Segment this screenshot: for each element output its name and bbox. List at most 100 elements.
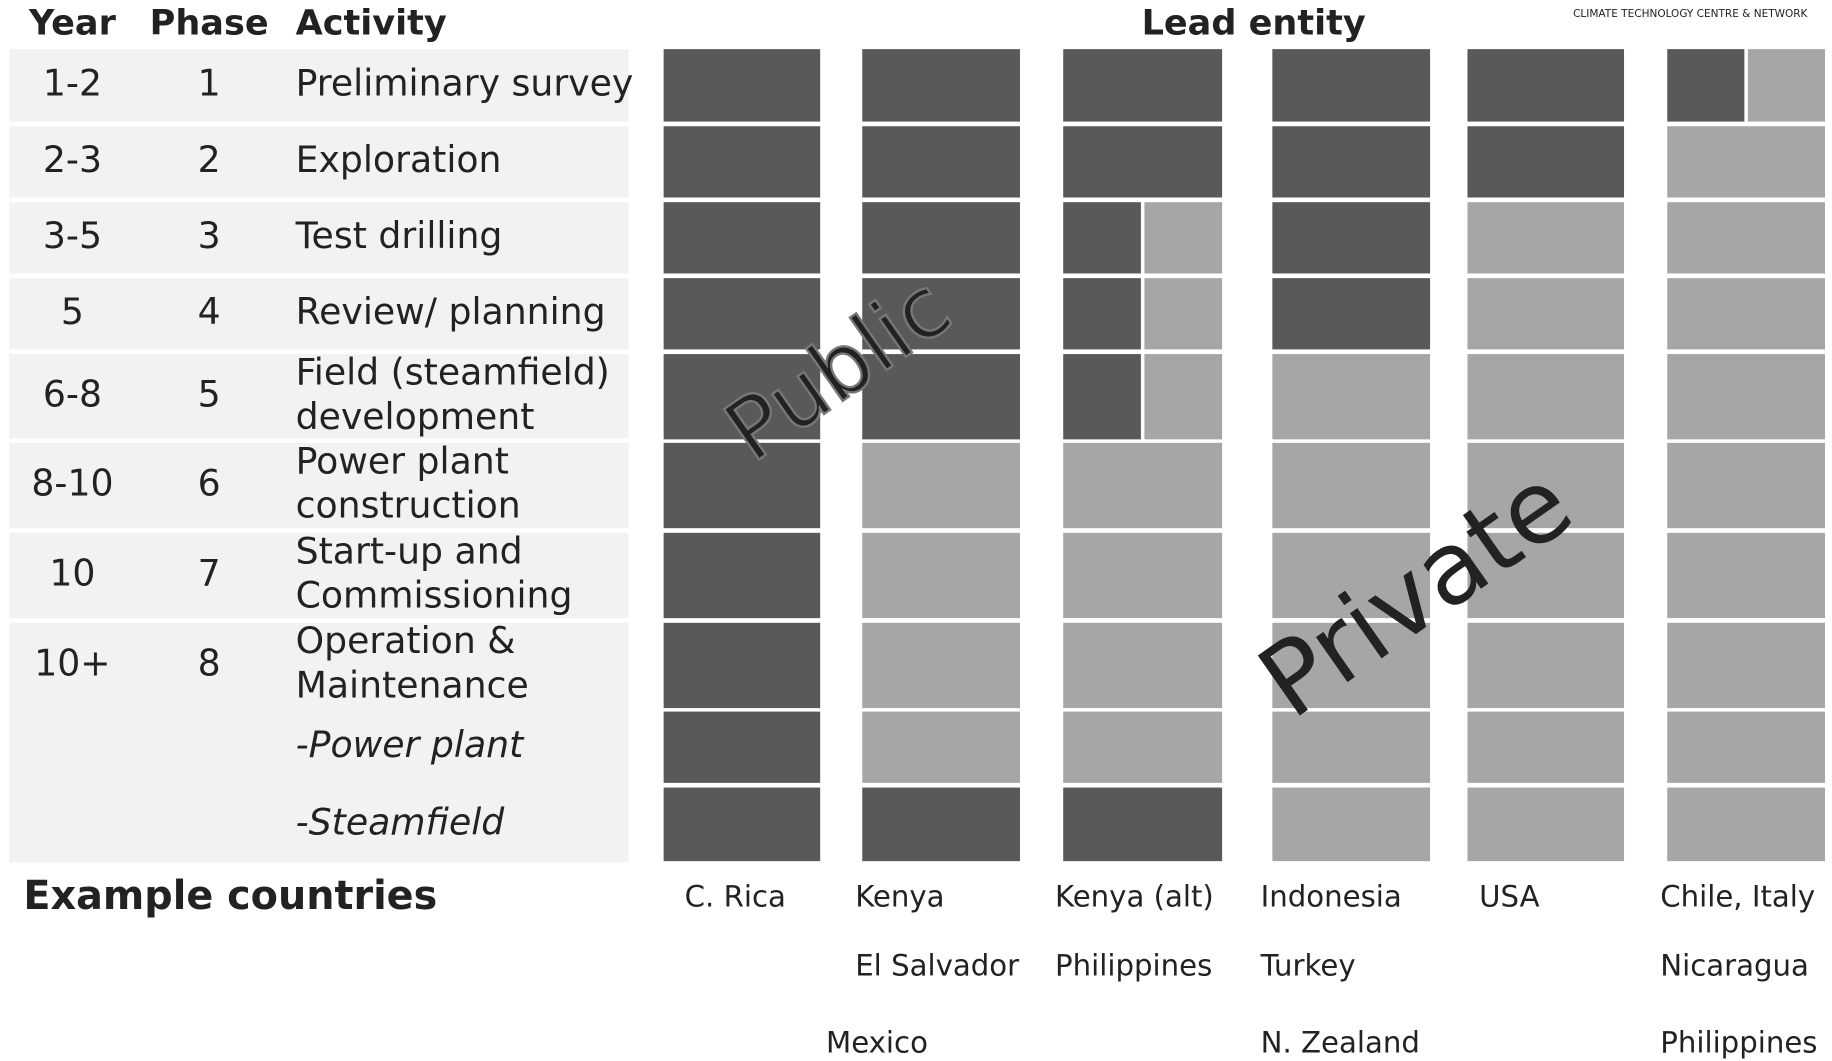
private-cell [862,622,1020,709]
year: 1-2 [43,61,102,104]
country: Philippines [1055,948,1212,982]
activity: -Steamfield [296,800,506,843]
public-cell [1272,202,1431,274]
phase: 4 [198,290,221,333]
private-cell [1272,622,1431,709]
countries: C. Rica Kenya El Salvador Mexico Kenya (alt)… [685,880,1818,1060]
activity: Preliminary survey [296,61,634,104]
lead-entity-header: Lead entity [1142,3,1366,44]
phase: 8 [198,641,221,684]
row-separator [9,528,629,533]
country: Chile, Italy [1660,880,1815,914]
phase: 6 [198,462,221,505]
private-cell [1063,622,1223,709]
private-cell [1144,202,1223,274]
private-cell [1063,532,1223,619]
private-cell [1667,711,1825,783]
public-cell [663,622,821,709]
country: Philippines [1660,1026,1817,1060]
year: 6-8 [43,373,102,416]
private-cell [862,442,1020,529]
country: Indonesia [1261,880,1402,914]
activity: Power plant [296,439,509,482]
private-cell [1467,202,1625,274]
public-cell [663,278,821,350]
private-cell [1272,787,1431,862]
year: 10 [49,551,95,594]
public-cell [862,49,1020,122]
year: 10+ [34,641,110,684]
table-background [9,49,629,863]
year-header: Year [28,3,117,44]
country: Kenya [855,880,944,914]
private-cell [1667,126,1825,198]
private-cell [1272,532,1431,619]
public-cell [862,202,1020,274]
country: N. Zealand [1261,1026,1420,1060]
private-cell [1144,354,1223,440]
private-cell [1272,354,1431,440]
private-cell [1667,532,1825,619]
public-cell [1667,49,1745,122]
public-cell [663,126,821,198]
private-cell [1467,622,1625,709]
footer-title: Example countries [23,873,437,919]
phase: 1 [198,61,221,104]
private-cell [1467,354,1625,440]
row-separator [9,349,629,355]
logo-caption: CLIMATE TECHNOLOGY CENTRE & NETWORK [1573,8,1808,20]
private-cell [1667,202,1825,274]
public-cell [1063,126,1223,198]
country: Mexico [826,1026,928,1060]
phase: 3 [198,214,221,257]
activity-header: Activity [296,3,447,44]
country: C. Rica [685,880,786,914]
private-cell [1667,442,1825,529]
country: Nicaragua [1660,948,1809,982]
public-cell [1467,49,1625,122]
public-cell [663,442,821,529]
phase-header: Phase [150,3,269,44]
public-cell [1063,49,1223,122]
private-cell [1467,278,1625,350]
activity: Maintenance [296,664,529,707]
private-cell [1144,278,1223,350]
public-cell [1063,202,1141,274]
activity: Operation & [296,619,516,662]
year: 3-5 [43,214,102,257]
private-cell [1667,622,1825,709]
private-cell [1467,442,1625,529]
row-separator [9,273,629,279]
table-rows: 1-2 1 Preliminary survey 2-3 2 Exploration 3-5… [9,61,633,843]
activity: Exploration [296,138,502,181]
public-cell [1467,126,1625,198]
country: Kenya (alt) [1055,880,1214,914]
phase: 5 [198,373,221,416]
private-cell [1467,711,1625,783]
private-cell [1063,442,1223,529]
public-cell [1272,126,1431,198]
row-separator [9,438,629,443]
private-cell [1272,711,1431,783]
public-cell [663,202,821,274]
public-cell [862,354,1020,440]
year: 2-3 [43,138,102,181]
year: 5 [61,290,84,333]
activity: Review/ planning [296,290,606,333]
activity: Start-up and [296,529,523,572]
private-cell [1747,49,1825,122]
public-cell [663,532,821,619]
private-cell [1667,354,1825,440]
activity: Test drilling [295,214,503,257]
activity: Field (steamfield) [296,351,610,394]
private-cell [1063,711,1223,783]
private-cell [1667,278,1825,350]
country: El Salvador [855,948,1019,982]
public-cell [663,49,821,122]
phase: 2 [198,138,221,181]
public-cell [1063,354,1141,440]
private-cell [1272,442,1431,529]
year: 8-10 [31,462,113,505]
public-cell [862,787,1020,862]
